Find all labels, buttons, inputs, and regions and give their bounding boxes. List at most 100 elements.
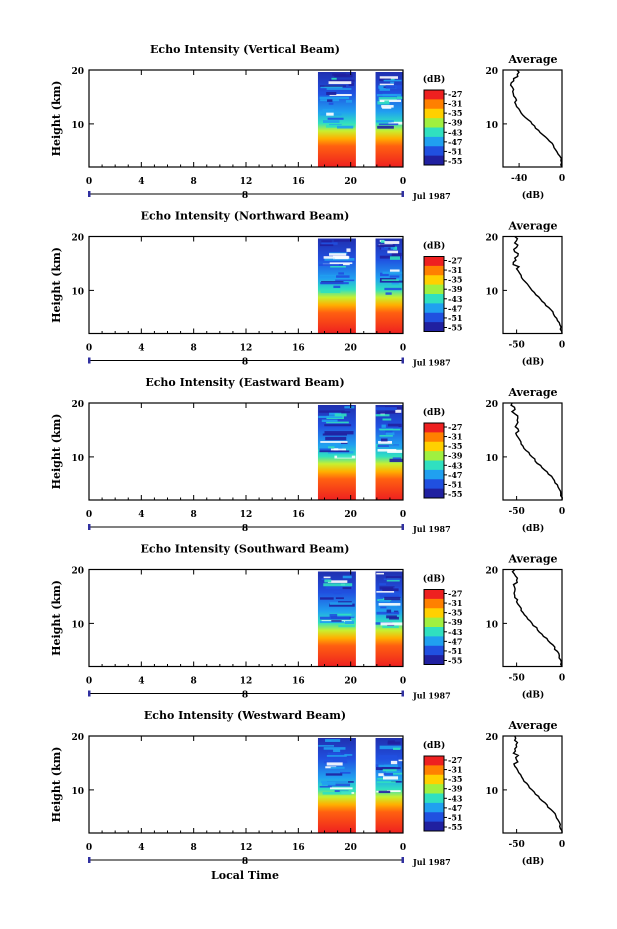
y-tick-label: 10 [71,287,84,297]
heatmap-streak [376,120,392,123]
heatmap-streak [320,780,349,783]
heatmap-streak [336,125,354,129]
avg-x-tick-label: -50 [508,507,524,517]
heatmap-streak [326,88,352,90]
average-profile-line [510,402,564,501]
heatmap-streak [389,269,400,273]
heatmap-streak [323,747,346,750]
heatmap-streak [329,787,353,790]
heatmap-streak [319,96,349,100]
colorbar-label: -35 [448,774,462,784]
heatmap-streak [340,442,348,444]
heatmap-streak [340,771,351,774]
colorbar-label: -35 [448,441,462,451]
heatmap-streak [379,87,391,91]
heatmap-streak [378,755,398,758]
day-marker [401,857,404,863]
colorbar-label: -47 [448,636,462,646]
heatmap-streak [390,81,395,84]
heatmap-streak [326,421,349,424]
colorbar-swatch [424,90,444,100]
x-tick-label: 20 [344,344,357,354]
average-profile-line [512,735,563,833]
heatmap-streak [379,586,395,590]
heatmap-streak [385,576,402,579]
average-profile-line [509,69,563,168]
heatmap-streak [318,263,343,266]
heatmap-streak [383,578,402,581]
heatmap-streak [333,590,342,595]
heatmap-streak [382,768,397,772]
heatmap-streak [376,94,397,97]
colorbar-swatch [424,312,444,323]
avg-x-label: (dB) [522,357,544,368]
heatmap-streak [385,432,395,436]
heatmap-streak [391,281,399,285]
avg-x-tick-label: -50 [508,341,524,351]
colorbar-swatch [424,136,444,147]
heatmap-streak [323,120,340,123]
heatmap-streak [378,764,398,768]
heatmap-streak [381,767,401,770]
heatmap-streak [326,755,347,757]
heatmap-streak [382,588,399,592]
heatmap-streak [330,266,346,268]
x-tick-label: 0 [86,344,92,354]
colorbar-label: -43 [448,294,463,304]
colorbar-swatch [424,617,444,628]
y-tick-label: 20 [71,400,84,410]
x-tick-label: 4 [138,344,144,354]
x-tick-label: 12 [240,177,253,187]
heatmap-streak [330,766,345,769]
colorbar-swatch [424,636,444,647]
heatmap-streak [395,409,402,413]
heatmap-streak [377,101,390,105]
x-tick-label: 12 [240,344,253,354]
colorbar-swatch [424,793,444,804]
x-tick-label: 0 [400,677,406,687]
heatmap-streak [322,433,348,436]
heatmap-streak [381,105,394,108]
x-tick-label: 20 [344,843,357,853]
x-tick-label: 0 [400,177,406,187]
heatmap-streak [333,285,341,289]
colorbar-label: -55 [448,822,462,832]
heatmap-streak [389,275,400,278]
heatmap-streak [318,410,345,413]
colorbar-label: -35 [448,108,462,118]
colorbar-label: -55 [448,156,462,166]
average-profile-line [512,235,563,334]
heatmap-streak [344,754,353,756]
heatmap-streak [344,406,355,409]
heatmap-streak [389,256,401,260]
heatmap-streak [379,426,399,429]
heatmap-streak [329,79,355,82]
heatmap-streak [319,85,347,87]
avg-x-tick-label: 0 [559,674,565,684]
heatmap-streak [376,257,393,261]
x-tick-label: 20 [344,677,357,687]
heatmap-streak [327,99,333,102]
heatmap-streak [325,773,343,776]
x-tick-label: 20 [344,510,357,520]
heatmap-streak [327,783,351,787]
heatmap-streak [338,625,355,628]
colorbar-frame [423,589,445,665]
heatmap-streak [326,112,334,116]
heatmap-streak [384,287,402,291]
heatmap-streak [385,85,402,89]
panel-5: Echo Intensity (Westward Beam) 0 4 8 12 16 20 0… [50,709,565,867]
date-label: Jul 1987 [412,358,451,368]
avg-y-tick-label: 20 [485,67,498,77]
avg-x-tick-label: 0 [559,507,565,517]
heatmap-streak [375,414,390,417]
heatmap-streak [329,253,347,256]
colorbar-swatch [424,303,444,314]
heatmap-streak [387,741,401,745]
colorbar-frame [423,256,445,332]
heatmap-streak [382,625,399,629]
heatmap-streak [334,74,353,78]
heatmap-streak [344,620,355,624]
avg-y-tick-label: 20 [485,567,498,577]
heatmap-streak [379,78,391,81]
